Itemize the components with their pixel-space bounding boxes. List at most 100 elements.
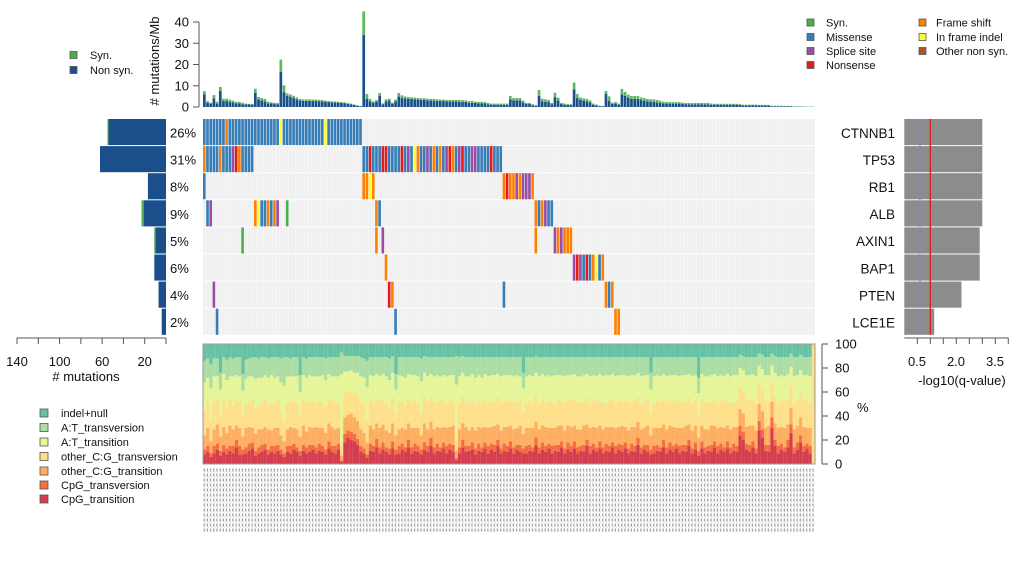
mutation-rate-bar-nonsyn <box>458 101 461 107</box>
spectrum-segment-a-t-transversion <box>738 354 742 368</box>
mutation-rate-bar-nonsyn <box>493 104 496 107</box>
mutation-rate-bar-nonsyn <box>324 101 327 107</box>
gene-count-bar-nonsyn <box>100 146 166 173</box>
spectrum-segment-a-t-transversion <box>260 357 264 378</box>
spectrum-segment-cpg-transversion <box>483 442 487 449</box>
mutation-rate-bar-nonsyn <box>218 91 222 107</box>
oncoprint-cell-frameshift <box>563 227 566 254</box>
spectrum-segment-indel-null <box>400 344 404 358</box>
spectrum-segment-other-c-g-transition <box>445 428 449 446</box>
spectrum-segment-other-c-g-transition <box>751 425 755 442</box>
spectrum-segment-other-c-g-transition <box>359 429 363 446</box>
mutation-rate-bar-nonsyn <box>371 102 375 107</box>
mutation-rate-bar-syn <box>617 103 621 105</box>
spectrum-segment-other-c-g-transversion <box>480 404 484 428</box>
legend-swatch-cpg-transition <box>39 494 49 504</box>
spectrum-segment-a-t-transversion <box>728 357 733 377</box>
mutation-rate-bar-nonsyn <box>744 105 748 107</box>
mutation-rate-bar-syn <box>486 102 490 105</box>
spectrum-segment-cpg-transversion <box>320 446 325 452</box>
spectrum-segment-a-t-transversion <box>773 356 777 373</box>
mutation-rate-bar-syn <box>343 102 346 104</box>
spectrum-segment-cpg-transition <box>537 453 541 464</box>
spectrum-segment-indel-null <box>722 344 726 358</box>
spectrum-segment-a-t-transition <box>241 390 245 415</box>
oncoprint-cell-nonsense <box>387 281 391 308</box>
spectrum-segment-cpg-transition <box>330 452 334 464</box>
mutation-rate-bar-syn <box>566 104 570 105</box>
spectrum-segment-cpg-transversion <box>426 446 430 452</box>
spectrum-segment-a-t-transversion <box>700 357 704 374</box>
mutation-rate-bar-syn <box>738 104 742 105</box>
oncoprint-cell-inframe <box>413 146 417 173</box>
spectrum-segment-cpg-transition <box>802 452 806 464</box>
spectrum-segment-other-c-g-transition <box>499 430 503 449</box>
spectrum-segment-other-c-g-transversion <box>257 405 261 430</box>
spectrum-segment-other-c-g-transversion <box>544 402 548 427</box>
spectrum-segment-other-c-g-transversion <box>572 399 576 426</box>
mutation-rate-bar-nonsyn <box>308 100 311 107</box>
gene-count-bar-nonsyn <box>155 227 166 254</box>
mutation-rate-bar-syn <box>394 99 397 102</box>
mutation-rate-bar-syn <box>713 103 716 105</box>
spectrum-segment-cpg-transition <box>658 452 663 464</box>
spectrum-segment-cpg-transition <box>365 458 369 464</box>
spectrum-segment-a-t-transition <box>572 374 576 400</box>
spectrum-segment-cpg-transition <box>480 452 484 464</box>
spectrum-segment-other-c-g-transversion <box>273 404 277 428</box>
spectrum-segment-a-t-transition <box>741 370 745 391</box>
spectrum-segment-a-t-transversion <box>636 357 640 373</box>
spectrum-segment-a-t-transversion <box>649 372 653 390</box>
spectrum-segment-indel-null <box>218 344 223 373</box>
spectrum-segment-a-t-transversion <box>805 357 809 376</box>
spectrum-segment-cpg-transition <box>795 449 800 464</box>
spectrum-segment-indel-null <box>658 344 663 358</box>
spectrum-segment-cpg-transition <box>544 452 548 464</box>
spectrum-segment-other-c-g-transition <box>419 435 423 450</box>
spectrum-segment-cpg-transversion <box>668 442 672 450</box>
legend-label-other-cg-transversion: other_C:G_transversion <box>61 452 178 464</box>
spectrum-segment-other-c-g-transversion <box>633 400 637 427</box>
spectrum-segment-other-c-g-transition <box>795 425 800 443</box>
spectrum-segment-a-t-transition <box>518 376 522 401</box>
significance-tick-label: 0.5 <box>908 354 926 369</box>
spectrum-segment-other-c-g-transition <box>250 428 255 443</box>
spectrum-segment-cpg-transition <box>512 453 516 464</box>
spectrum-segment-indel-null <box>289 344 293 359</box>
mutation-rate-bar-syn <box>238 101 241 104</box>
spectrum-segment-indel-null <box>668 344 672 358</box>
spectrum-segment-cpg-transition <box>343 442 347 464</box>
spectrum-segment-other-c-g-transition <box>655 428 659 445</box>
mutation-rate-bar-syn <box>595 104 598 106</box>
mutation-rate-bar-syn <box>231 100 235 103</box>
oncoprint-cell-missense <box>215 308 219 335</box>
spectrum-segment-cpg-transition <box>257 453 261 464</box>
mutation-rate-bar-syn <box>642 98 646 101</box>
mutation-rate-bar-nonsyn <box>244 104 248 107</box>
spectrum-segment-other-c-g-transversion <box>534 395 538 422</box>
spectrum-segment-other-c-g-transition <box>521 434 525 449</box>
spectrum-segment-cpg-transversion <box>725 441 729 449</box>
spectrum-segment-a-t-transition <box>244 378 248 406</box>
legend-swatch-nonsense <box>806 61 815 69</box>
spectrum-segment-other-c-g-transition <box>238 428 242 446</box>
spectrum-segment-a-t-transition <box>754 376 758 403</box>
spectrum-segment-cpg-transition <box>292 449 296 464</box>
spectrum-segment-cpg-transition <box>636 444 640 464</box>
oncoprint-cell-missense <box>598 254 601 281</box>
spectrum-segment-a-t-transversion <box>317 357 321 377</box>
spectrum-segment-other-c-g-transition <box>333 429 337 446</box>
mutation-rate-bar-nonsyn <box>489 104 493 107</box>
spectrum-segment-a-t-transversion <box>502 357 506 376</box>
spectrum-segment-other-c-g-transversion <box>512 401 516 430</box>
mutation-rate-bar-nonsyn <box>400 98 404 107</box>
spectrum-segment-a-t-transversion <box>547 357 551 376</box>
spectrum-segment-other-c-g-transition <box>371 429 376 446</box>
spectrum-segment-a-t-transversion <box>642 357 647 376</box>
spectrum-segment-cpg-transversion <box>623 442 627 449</box>
legend-label-indel-null: indel+null <box>61 408 108 420</box>
mutation-rate-bar-syn <box>257 97 260 100</box>
spectrum-segment-indel-null <box>716 344 720 358</box>
spectrum-segment-other-c-g-transversion <box>489 400 494 427</box>
spectrum-segment-cpg-transition <box>442 448 446 464</box>
